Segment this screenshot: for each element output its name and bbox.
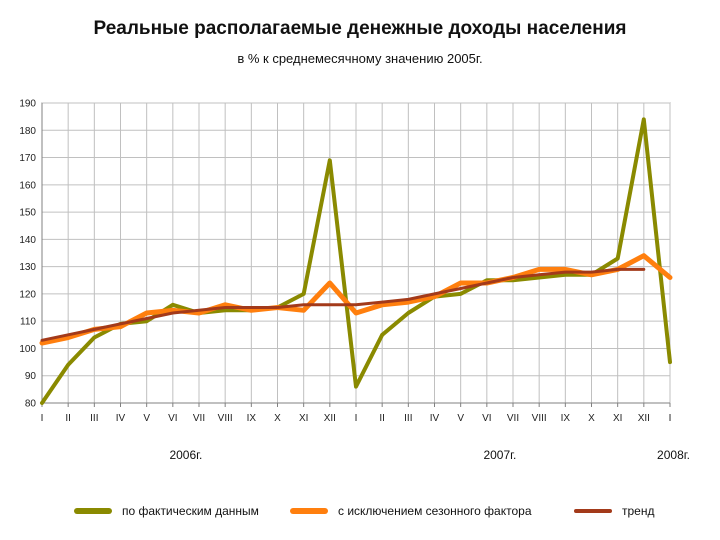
x-tick-label: IV (116, 413, 126, 424)
legend-item-trend: тренд (574, 500, 654, 522)
legend-swatch-trend (574, 509, 612, 513)
x-tick-label: VIII (218, 413, 233, 424)
y-tick-label: 170 (19, 153, 36, 164)
y-tick-label: 130 (19, 262, 36, 273)
x-tick-label: XII (638, 413, 650, 424)
y-tick-label: 110 (20, 317, 36, 328)
y-tick-label: 160 (19, 180, 36, 191)
year-label: 2008г. (657, 448, 690, 462)
x-tick-label: V (143, 413, 150, 424)
x-tick-label: I (355, 413, 358, 424)
x-tick-label: XI (613, 413, 622, 424)
x-tick-label: III (404, 413, 412, 424)
y-tick-label: 100 (19, 344, 36, 355)
legend-item-seasonal: с исключением сезонного фактора (290, 500, 532, 522)
chart-title: Реальные располагаемые денежные доходы н… (93, 18, 627, 39)
x-tick-label: III (90, 413, 98, 424)
y-tick-label: 190 (19, 99, 36, 110)
x-tick-label: XII (324, 413, 336, 424)
grid (41, 102, 671, 404)
x-tick-label: X (274, 413, 281, 424)
y-tick-label: 80 (25, 399, 37, 410)
x-tick-label: VII (193, 413, 205, 424)
legend-item-actual: по фактическим данным (74, 500, 259, 522)
legend-swatch-seasonal (290, 508, 328, 514)
x-tick-label: IV (430, 413, 440, 424)
y-tick-label: 90 (25, 371, 37, 382)
legend-label-trend: тренд (622, 504, 655, 518)
legend-label-seasonal: с исключением сезонного фактора (338, 504, 532, 518)
x-tick-label: IX (247, 413, 257, 424)
y-tick-label: 120 (19, 289, 36, 300)
x-tick-label: V (457, 413, 464, 424)
series-trend (40, 267, 646, 342)
y-tick-label: 140 (19, 235, 36, 246)
x-tick-label: VII (507, 413, 519, 424)
x-tick-label: VI (482, 413, 491, 424)
y-tick-label: 150 (19, 208, 36, 219)
x-tick-label: X (588, 413, 595, 424)
x-tick-label: II (65, 413, 71, 424)
x-tick-label: IX (561, 413, 571, 424)
x-tick-label: I (669, 413, 672, 424)
x-tick-label: I (41, 413, 44, 424)
axes (41, 103, 671, 407)
series-line-trend (40, 267, 646, 342)
year-label: 2007г. (483, 448, 516, 462)
x-tick-label: VI (168, 413, 177, 424)
legend-label-actual: по фактическим данным (122, 504, 259, 518)
chart-subtitle: в % к среднемесячному значению 2005г. (237, 51, 483, 66)
x-tick-label: II (379, 413, 385, 424)
legend-swatch-actual (74, 508, 112, 514)
year-label: 2006г. (169, 448, 202, 462)
series (39, 117, 673, 405)
y-tick-label: 180 (19, 126, 36, 137)
legend: по фактическим данным с исключением сезо… (0, 500, 720, 522)
x-tick-label: VIII (532, 413, 547, 424)
x-tick-label: XI (299, 413, 308, 424)
